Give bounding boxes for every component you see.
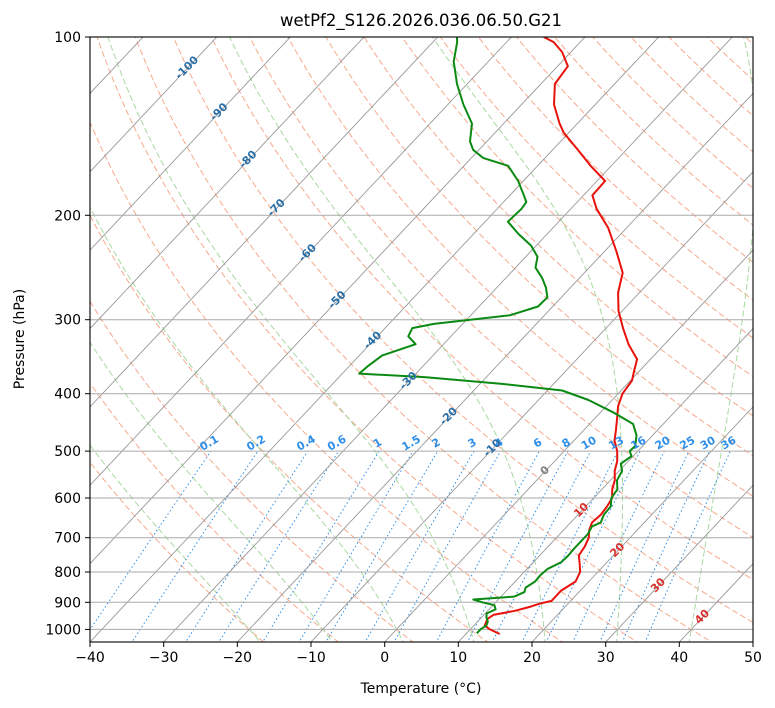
x-tick-label: −40 <box>75 650 105 666</box>
x-tick-label: 10 <box>449 650 467 666</box>
x-tick-label: 50 <box>744 650 762 666</box>
isotherm <box>384 249 753 642</box>
chart-title: wetPf2_S126.2026.036.06.50.G21 <box>280 11 562 31</box>
isotherm <box>90 37 512 486</box>
y-tick-label: 700 <box>54 531 81 547</box>
isotherm <box>163 37 733 642</box>
dry-adiabat <box>210 37 753 581</box>
y-axis-title: Pressure (hPa) <box>12 289 28 389</box>
dry-adiabat <box>477 37 753 301</box>
temperature-line <box>483 37 639 635</box>
isotherm <box>90 37 439 408</box>
y-tick-label: 900 <box>54 595 81 611</box>
dry-adiabat <box>90 214 489 642</box>
y-tick-label: 500 <box>54 444 81 460</box>
y-tick-label: 400 <box>54 387 81 403</box>
profile-lines <box>358 37 639 635</box>
x-tick-label: −20 <box>223 650 253 666</box>
y-tick-label: 1000 <box>45 622 81 638</box>
y-tick-label: 800 <box>54 565 81 581</box>
x-tick-label: 20 <box>523 650 541 666</box>
plot-frame <box>89 36 754 643</box>
isotherm <box>457 327 753 642</box>
dry-adiabat <box>249 37 753 539</box>
isotherm <box>90 37 586 565</box>
y-tick-label: 300 <box>54 313 81 329</box>
dry-adiabat <box>172 37 753 624</box>
y-tick-label: 200 <box>54 208 81 224</box>
x-tick-label: 40 <box>670 650 688 666</box>
dewpoint-line <box>358 37 638 634</box>
plot-background <box>90 37 753 642</box>
isotherm <box>90 37 365 330</box>
dry-adiabat <box>401 37 753 378</box>
isotherm <box>90 37 291 251</box>
isotherm <box>236 92 753 642</box>
x-tick-label: −30 <box>149 650 179 666</box>
dry-adiabat <box>90 121 564 642</box>
isotherm <box>90 37 660 642</box>
dry-adiabat <box>325 37 753 457</box>
isotherm <box>605 484 753 642</box>
y-axis: 100 200 300 400 500 600 700 800 900 1000 <box>45 30 90 638</box>
dry-adiabat <box>90 461 265 642</box>
dry-adiabat <box>90 382 340 642</box>
dry-adiabat <box>287 37 753 497</box>
isotherm <box>310 171 753 642</box>
x-axis: −40 −30 −20 −10 0 10 20 30 40 50 <box>75 642 762 666</box>
isotherm <box>531 406 753 642</box>
x-tick-label: −10 <box>296 650 326 666</box>
x-tick-label: 30 <box>597 650 615 666</box>
x-axis-title: Temperature (°C) <box>360 681 482 697</box>
y-tick-label: 100 <box>54 30 81 46</box>
dry-adiabat <box>96 37 638 642</box>
isotherm <box>90 37 218 173</box>
dry-adiabat <box>134 37 713 642</box>
pressure-grid <box>90 37 753 630</box>
x-tick-label: 0 <box>380 650 389 666</box>
y-tick-label: 600 <box>54 491 81 507</box>
